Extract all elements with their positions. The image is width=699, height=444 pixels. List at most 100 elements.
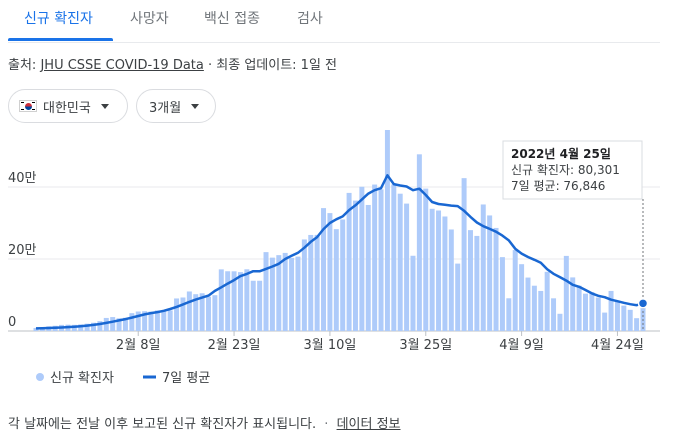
bar <box>404 203 410 331</box>
bar <box>557 313 563 331</box>
footer-text: 각 날짜에는 전날 이후 보고된 신규 확진자가 표시됩니다. <box>8 417 317 432</box>
chevron-down-icon <box>100 103 109 109</box>
tab-vaccination[interactable]: 백신 접종 <box>204 11 260 27</box>
x-tick-label: 3월 10일 <box>303 338 356 353</box>
bar <box>103 317 109 331</box>
bar <box>91 322 96 331</box>
bar <box>467 230 473 331</box>
bar <box>538 290 544 331</box>
bar <box>570 277 576 331</box>
bar <box>563 255 569 331</box>
source-link[interactable]: JHU CSSE COVID-19 Data <box>40 58 204 73</box>
bar <box>576 285 582 331</box>
bar <box>206 296 212 331</box>
bar <box>378 189 384 331</box>
bar <box>531 285 537 331</box>
bar <box>436 210 442 331</box>
bar <box>218 269 224 331</box>
bar <box>589 292 595 331</box>
data-info-link[interactable]: 데이터 정보 <box>336 417 401 432</box>
bar <box>154 310 160 331</box>
bar <box>423 188 429 331</box>
bar <box>346 192 352 331</box>
bar <box>634 318 640 331</box>
bar <box>308 234 314 331</box>
bar <box>237 272 243 331</box>
bar <box>129 313 135 331</box>
period-dropdown[interactable]: 3개월 <box>136 89 216 123</box>
source-updated: · 최종 업데이트: 1일 전 <box>208 58 338 73</box>
bar <box>193 294 199 331</box>
bar <box>512 250 518 331</box>
bar <box>314 234 320 331</box>
bar <box>33 327 39 331</box>
bar <box>595 297 601 331</box>
bar <box>289 257 295 331</box>
bar-series <box>33 130 646 331</box>
bar <box>161 310 167 331</box>
tooltip-average: 7일 평균: 76,846 <box>511 179 605 193</box>
bar <box>142 311 148 331</box>
bar <box>583 293 588 331</box>
tab-testing[interactable]: 검사 <box>297 11 323 27</box>
bar <box>167 310 173 331</box>
bar <box>122 317 128 331</box>
period-label: 3개월 <box>149 100 182 116</box>
bar <box>231 271 237 331</box>
bar <box>250 280 256 331</box>
bar <box>199 293 205 331</box>
bar <box>480 204 486 331</box>
bar <box>180 297 186 331</box>
bar <box>429 208 435 331</box>
x-tick-label: 2월 8일 <box>116 338 161 353</box>
bar <box>244 269 250 331</box>
legend-line-label: 7일 평균 <box>162 371 210 386</box>
chevron-down-icon <box>191 103 200 109</box>
bar <box>461 178 467 331</box>
bar <box>135 311 141 331</box>
tooltip-date: 2022년 4월 25일 <box>511 146 611 161</box>
bar <box>448 229 454 331</box>
tab-deaths[interactable]: 사망자 <box>130 11 169 27</box>
hover-marker <box>637 199 649 331</box>
bar <box>116 318 122 331</box>
bar <box>301 239 307 331</box>
bar <box>474 235 480 331</box>
bar <box>416 154 422 331</box>
tab-new-cases[interactable]: 신규 확진자 <box>24 11 93 27</box>
korea-flag-icon <box>19 100 37 112</box>
y-axis-labels: 020만40만60만 <box>8 171 37 330</box>
legend-bar-swatch <box>36 373 44 381</box>
bar <box>372 184 378 331</box>
bar <box>212 295 218 331</box>
bar <box>333 229 339 331</box>
bar <box>110 317 116 331</box>
bar <box>257 280 263 331</box>
x-tick-label: 2월 23일 <box>208 338 261 353</box>
bar <box>39 328 45 331</box>
bar <box>544 271 550 331</box>
bar <box>276 255 282 331</box>
bar <box>442 216 448 331</box>
bar <box>551 298 557 331</box>
bar <box>340 219 346 331</box>
tooltip-new-cases: 신규 확진자: 80,301 <box>511 163 620 177</box>
bar <box>614 300 620 331</box>
bar <box>493 227 499 331</box>
source-prefix: 출처: <box>8 58 37 73</box>
x-axis-labels: 2월 8일 2월 23일 3월 10일 3월 25일 4월 9일 4월 24일 <box>116 331 644 353</box>
country-dropdown[interactable]: 대한민국 <box>8 89 128 123</box>
bar <box>186 291 192 331</box>
bar <box>84 323 90 331</box>
bar <box>359 186 365 331</box>
bar <box>269 257 275 331</box>
bar <box>391 184 397 331</box>
y-tick-label: 20만 <box>8 243 37 258</box>
hover-point <box>637 298 649 309</box>
active-tab-indicator <box>8 38 113 41</box>
bar <box>78 324 84 331</box>
bar <box>295 256 301 331</box>
tab-bar: 신규 확진자 사망자 백신 접종 검사 <box>8 0 660 43</box>
bar <box>384 130 390 331</box>
